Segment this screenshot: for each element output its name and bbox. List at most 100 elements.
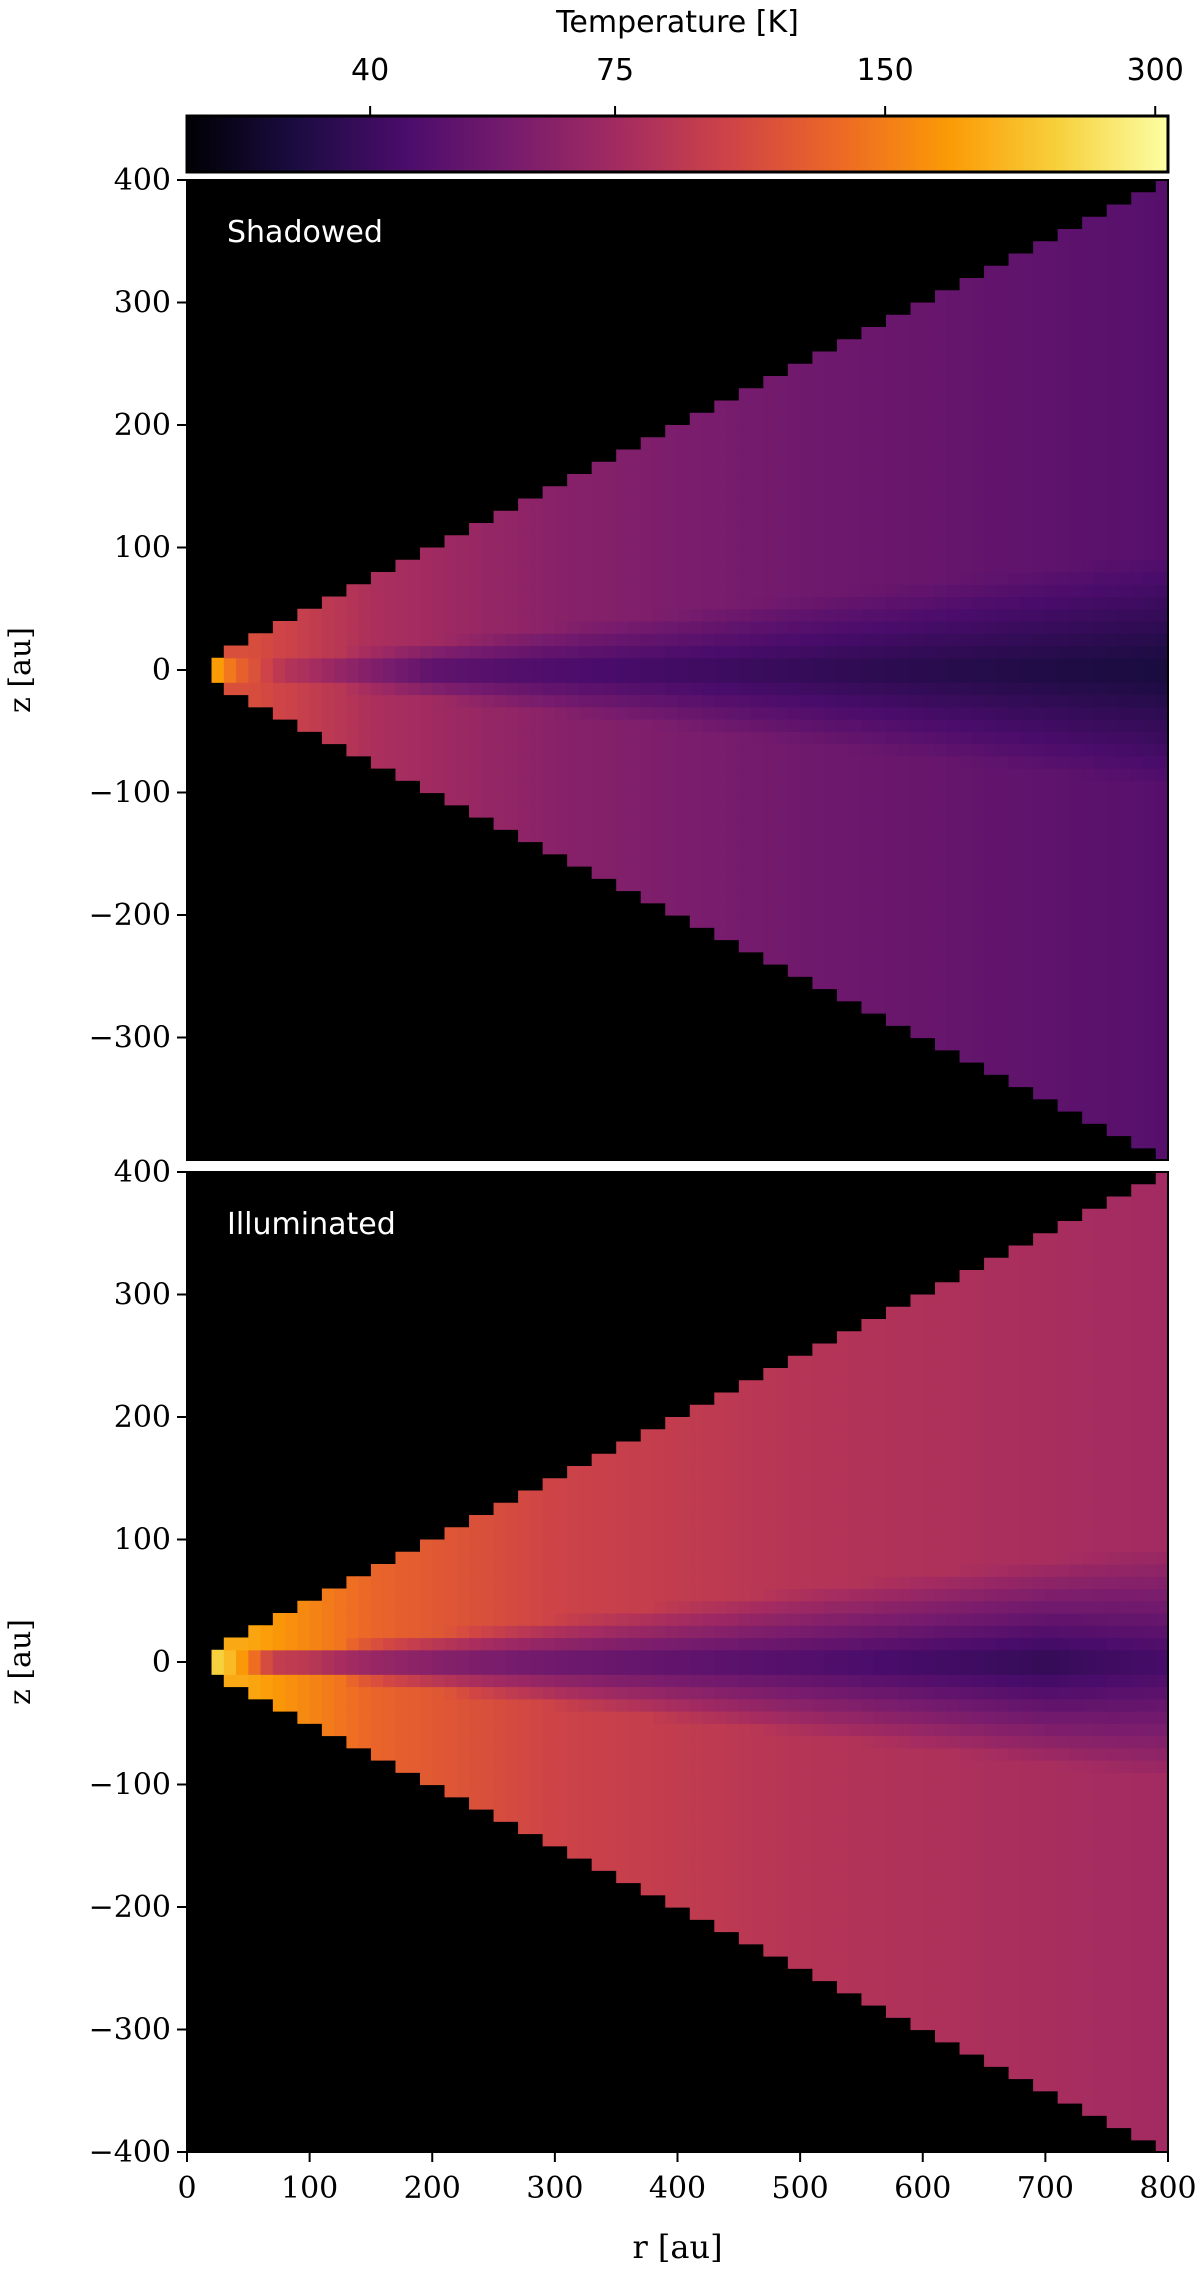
heatmap-cell: [714, 474, 728, 487]
heatmap-cell: [922, 596, 936, 610]
heatmap-cell: [1106, 461, 1120, 475]
heatmap-cell: [824, 1417, 838, 1430]
heatmap-cell: [505, 1551, 519, 1565]
heatmap-cell: [554, 547, 568, 561]
heatmap-cell: [898, 1515, 912, 1528]
heatmap-cell: [714, 1662, 728, 1675]
heatmap-cell: [518, 694, 531, 708]
heatmap-cell: [1094, 302, 1108, 316]
heatmap-cell: [800, 878, 813, 892]
heatmap-cell: [591, 1613, 605, 1626]
heatmap-cell: [800, 1735, 813, 1749]
heatmap-panel-illuminated: Illuminated4003002001000−100−200−300−400…: [3, 1155, 1197, 2266]
heatmap-cell: [849, 743, 863, 757]
heatmap-cell: [1143, 682, 1157, 696]
heatmap-cell: [800, 964, 813, 977]
heatmap-cell: [873, 902, 887, 916]
heatmap-cell: [996, 780, 1010, 794]
heatmap-cell: [542, 1723, 556, 1737]
heatmap-cell: [677, 1821, 691, 1835]
heatmap-cell: [861, 621, 875, 634]
heatmap-cell: [591, 829, 605, 843]
heatmap-cell: [1118, 351, 1132, 365]
heatmap-cell: [738, 768, 752, 781]
heatmap-cell: [849, 425, 863, 438]
heatmap-cell: [689, 1637, 703, 1651]
heatmap-cell: [763, 1404, 777, 1418]
heatmap-cell: [456, 584, 470, 598]
heatmap-cell: [370, 731, 384, 745]
heatmap-cell: [518, 596, 531, 610]
heatmap-cell: [812, 1833, 826, 1847]
heatmap-cell: [260, 1625, 274, 1639]
heatmap-cell: [849, 572, 863, 585]
heatmap-cell: [702, 768, 715, 781]
heatmap-cell: [787, 743, 801, 757]
heatmap-cell: [959, 461, 973, 475]
heatmap-cell: [922, 302, 936, 316]
heatmap-cell: [726, 461, 740, 475]
heatmap-cell: [493, 1625, 507, 1639]
heatmap-cell: [603, 682, 617, 696]
heatmap-cell: [922, 706, 936, 720]
heatmap-cell: [861, 1368, 875, 1381]
heatmap-cell: [787, 1380, 801, 1394]
heatmap-cell: [1094, 584, 1108, 598]
heatmap-cell: [1155, 1147, 1169, 1161]
heatmap-cell: [800, 1466, 813, 1479]
heatmap-cell: [542, 694, 556, 708]
heatmap-cell: [1057, 866, 1071, 879]
heatmap-cell: [1008, 327, 1022, 340]
heatmap-cell: [1143, 339, 1157, 353]
heatmap-cell: [751, 486, 764, 500]
heatmap-cell: [738, 829, 752, 843]
heatmap-cell: [714, 1515, 728, 1528]
heatmap-cell: [861, 792, 875, 806]
heatmap-cell: [432, 1600, 446, 1614]
heatmap-cell: [775, 608, 789, 622]
heatmap-cell: [1008, 388, 1022, 402]
heatmap-cell: [861, 1882, 875, 1896]
heatmap-cell: [1131, 804, 1145, 818]
heatmap-cell: [751, 670, 764, 683]
heatmap-cell: [812, 1882, 826, 1896]
heatmap-cell: [677, 1466, 691, 1479]
heatmap-cell: [971, 1013, 985, 1026]
heatmap-cell: [309, 657, 323, 671]
heatmap-cell: [1082, 278, 1096, 291]
heatmap-cell: [726, 719, 740, 732]
heatmap-cell: [959, 951, 973, 965]
heatmap-cell: [309, 1674, 323, 1688]
heatmap-cell: [738, 1772, 752, 1786]
heatmap-cell: [1033, 670, 1046, 683]
heatmap-cell: [836, 1833, 850, 1847]
heatmap-cell: [567, 1539, 580, 1553]
heatmap-cell: [751, 1576, 764, 1590]
heatmap-cell: [493, 547, 507, 561]
heatmap-cell: [1020, 486, 1034, 500]
heatmap-cell: [1131, 1098, 1145, 1112]
heatmap-cell: [579, 780, 593, 794]
heatmap-cell: [836, 841, 850, 855]
heatmap-cell: [1155, 670, 1169, 683]
heatmap-cell: [910, 1919, 924, 1933]
heatmap-cell: [971, 657, 985, 671]
heatmap-cell: [579, 1502, 593, 1516]
heatmap-cell: [567, 841, 580, 855]
heatmap-cell: [910, 339, 924, 353]
heatmap-cell: [824, 1711, 838, 1724]
heatmap-cell: [775, 890, 789, 904]
heatmap-cell: [947, 608, 961, 622]
heatmap-cell: [751, 927, 764, 941]
heatmap-cell: [640, 890, 654, 904]
heatmap-cell: [616, 633, 630, 647]
heatmap-cell: [297, 706, 311, 720]
heatmap-cell: [800, 1662, 813, 1675]
heatmap-cell: [285, 657, 298, 671]
heatmap-cell: [885, 1907, 899, 1920]
heatmap-cell: [689, 1466, 703, 1479]
heatmap-cell: [309, 1649, 323, 1663]
heatmap-cell: [677, 1784, 691, 1798]
heatmap-cell: [689, 878, 703, 892]
heatmap-cell: [726, 694, 740, 708]
